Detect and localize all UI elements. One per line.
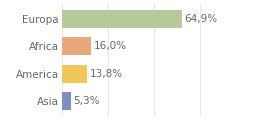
Text: 13,8%: 13,8% <box>89 69 122 79</box>
Bar <box>62 10 181 28</box>
Text: 16,0%: 16,0% <box>94 41 126 51</box>
Text: 64,9%: 64,9% <box>184 14 217 24</box>
Bar <box>62 65 87 83</box>
Text: 5,3%: 5,3% <box>74 96 100 106</box>
Bar <box>62 92 71 110</box>
Bar <box>62 37 91 55</box>
